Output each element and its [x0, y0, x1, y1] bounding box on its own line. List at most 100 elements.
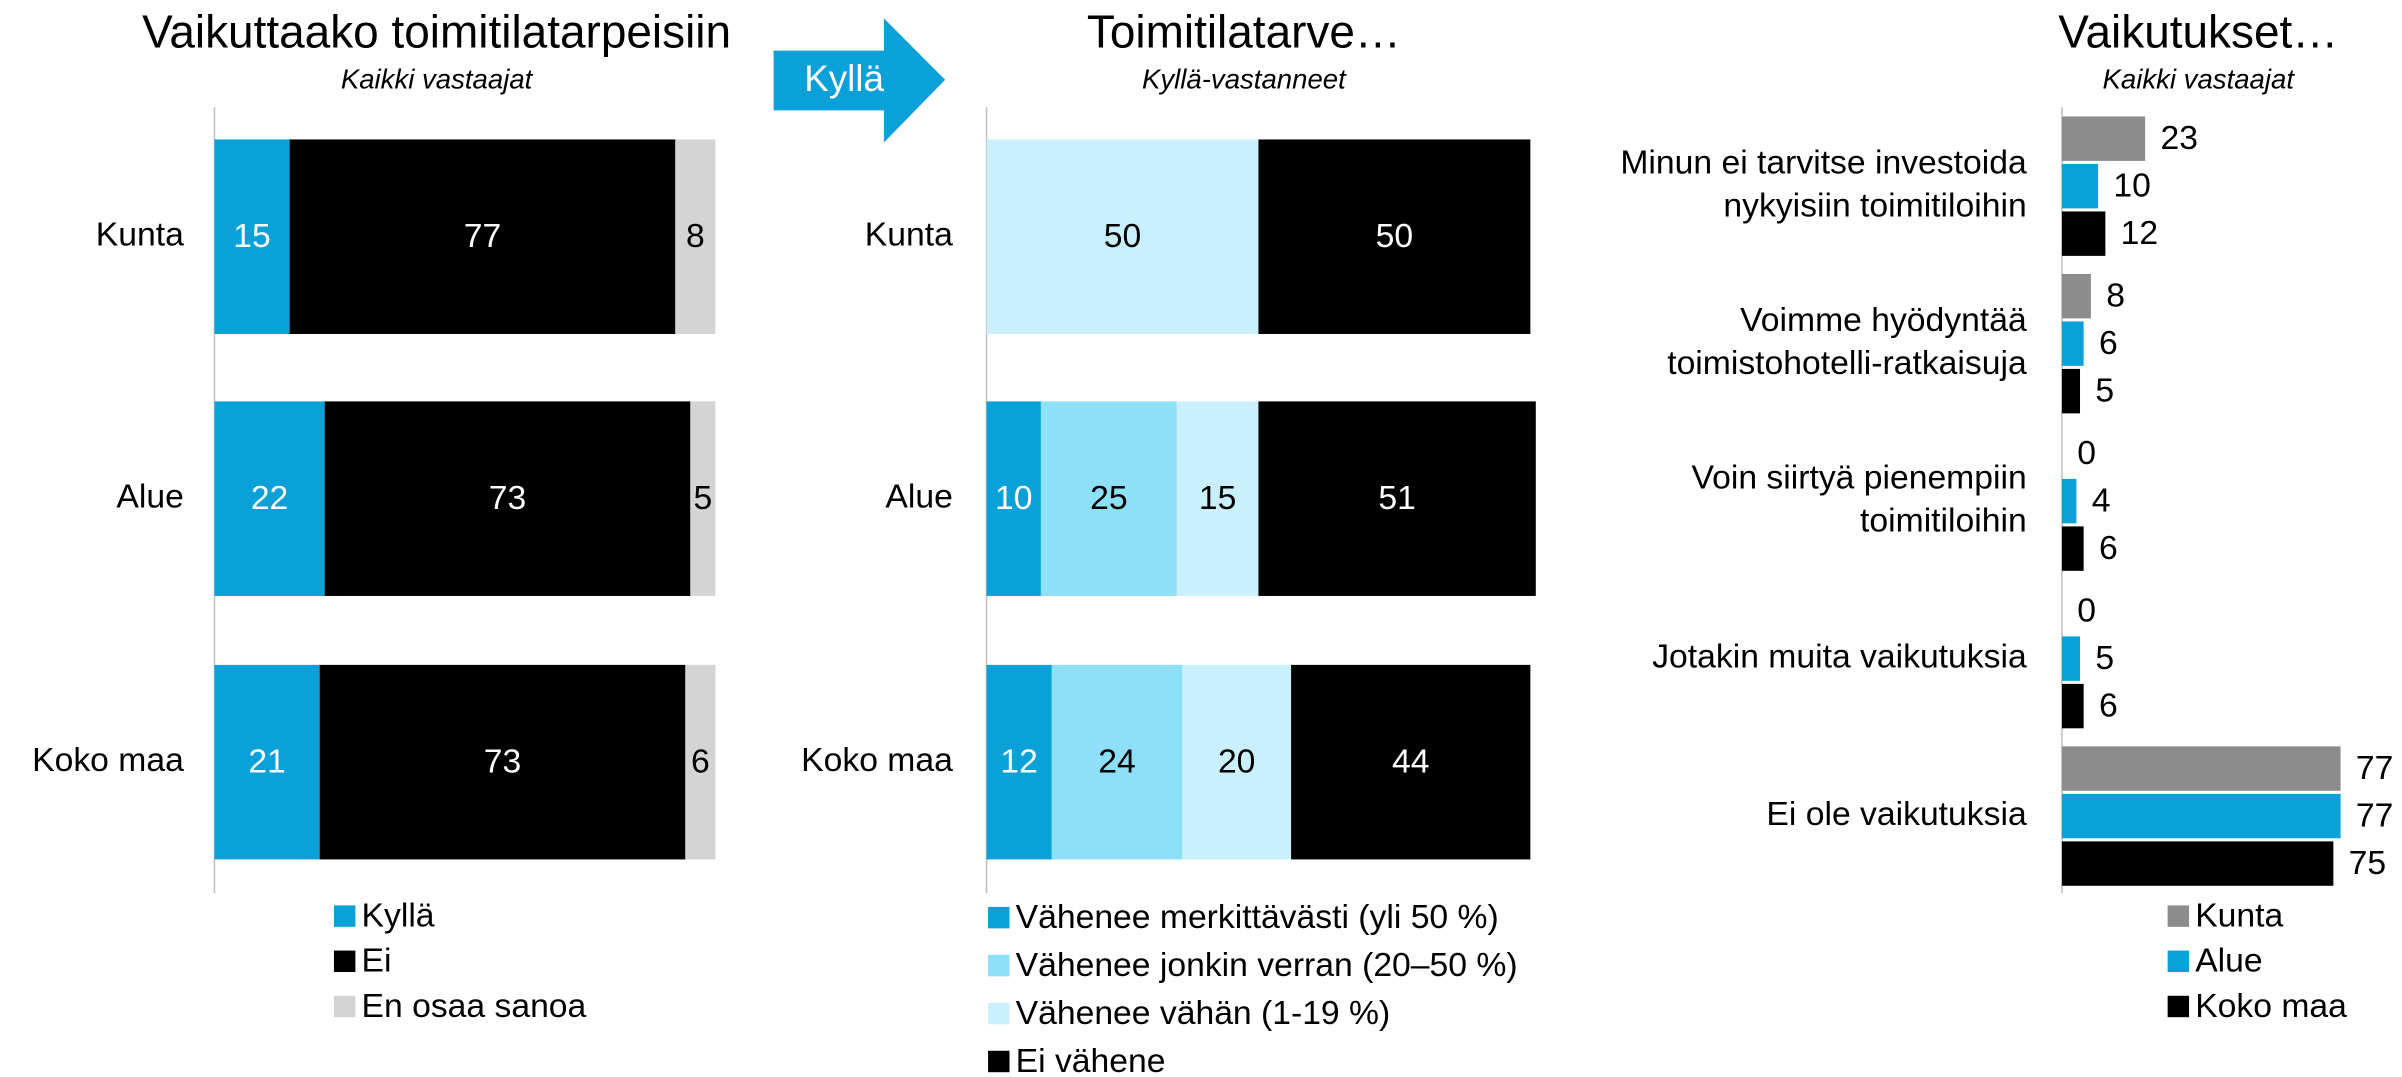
bar-segment: [986, 664, 1052, 860]
bar-segment: [324, 401, 691, 596]
bar-segment: [214, 139, 290, 334]
value-label: 6: [2099, 324, 2118, 362]
value-label: 0: [2077, 434, 2096, 472]
legend-label: Kunta: [2195, 897, 2283, 935]
bar-segment: [1176, 401, 1259, 596]
legend-label: Ei: [362, 942, 392, 980]
legend-swatch: [988, 906, 1010, 929]
category-label: Kunta: [865, 216, 953, 254]
bar: [2061, 526, 2084, 571]
legend-swatch: [333, 905, 356, 927]
bar: [2061, 163, 2099, 209]
chart-title: Vaikuttaako toimitilatarpeisiin: [142, 5, 731, 57]
bar-segment: [1291, 664, 1531, 860]
legend-label: Vähenee jonkin verran (20–50 %): [1016, 946, 1518, 984]
legend-swatch: [333, 995, 356, 1018]
value-label: 44: [1392, 743, 1429, 781]
category-label: Minun ei tarvitse investoida nykyisiin to…: [1620, 144, 2027, 225]
category-label: Voin siirtyä pienempiin toimitiloihin: [1692, 459, 2027, 540]
value-label: 77: [2356, 797, 2393, 835]
value-label: 73: [489, 479, 526, 517]
value-label: 50: [1104, 217, 1141, 255]
value-label: 75: [2349, 844, 2386, 882]
value-label: 6: [691, 743, 710, 781]
bar-segment: [1051, 664, 1183, 860]
legend-swatch: [2167, 905, 2190, 927]
category-label: Jotakin muita vaikutuksia: [1652, 638, 2027, 676]
bar-segment: [685, 664, 716, 860]
legend-swatch: [2167, 950, 2190, 973]
bar: [2061, 321, 2084, 366]
value-label: 77: [2356, 749, 2393, 787]
bar-segment: [319, 664, 686, 860]
arrow-label: Kyllä: [804, 58, 884, 99]
value-label: 6: [2099, 529, 2118, 567]
category-label: Ei ole vaikutuksia: [1766, 795, 2027, 833]
value-label: 10: [995, 479, 1032, 517]
legend-label: Vähenee merkittävästi (yli 50 %): [1016, 898, 1499, 936]
bar: [2061, 273, 2091, 319]
bar-segment: [214, 401, 325, 596]
value-label: 10: [2113, 167, 2150, 205]
arrow: [773, 18, 946, 143]
category-label: Alue: [885, 478, 952, 516]
bar-segment: [690, 401, 716, 596]
bar: [2061, 793, 2341, 839]
value-label: 20: [1218, 743, 1255, 781]
value-label: 21: [248, 743, 285, 781]
chart-subtitle: Kaikki vastaajat: [341, 64, 534, 95]
bar: [2061, 116, 2146, 161]
value-label: 5: [2095, 372, 2114, 410]
chart-subtitle: Kyllä-vastanneet: [1142, 64, 1347, 95]
legend-swatch: [2167, 995, 2190, 1018]
bar-segment: [1258, 139, 1531, 334]
bar-segment: [289, 139, 676, 334]
chart-title: Toimitilatarve…: [1087, 5, 1401, 57]
legend-label: Kyllä: [362, 897, 435, 935]
value-label: 25: [1090, 479, 1127, 517]
chart-subtitle: Kaikki vastaajat: [2103, 64, 2296, 95]
bar-segment: [986, 401, 1041, 596]
legend-label: Ei vähene: [1016, 1042, 1166, 1077]
value-label: 0: [2077, 592, 2096, 630]
legend-swatch: [988, 1050, 1010, 1073]
value-label: 8: [686, 217, 705, 255]
bar: [2061, 683, 2084, 729]
value-label: 77: [464, 217, 501, 255]
value-label: 51: [1378, 479, 1415, 517]
legend-label: En osaa sanoa: [362, 987, 587, 1025]
category-label: Koko maa: [32, 741, 184, 779]
value-label: 8: [2106, 277, 2125, 315]
bar: [2061, 478, 2077, 524]
bar-segment: [1258, 401, 1536, 596]
legend-swatch: [988, 1002, 1010, 1025]
bar-segment: [986, 139, 1259, 334]
legend-swatch: [333, 950, 356, 973]
chart-title: Vaikutukset…: [2058, 5, 2338, 57]
legend-label: Alue: [2195, 942, 2262, 980]
value-label: 15: [233, 217, 270, 255]
bar: [2061, 841, 2334, 886]
category-label: Alue: [116, 478, 183, 516]
bar: [2061, 636, 2081, 681]
legend-label: Vähenee vähän (1-19 %): [1016, 994, 1391, 1032]
bar: [2061, 211, 2106, 256]
bar-segment: [214, 664, 320, 860]
value-label: 5: [693, 479, 712, 517]
value-label: 24: [1098, 743, 1135, 781]
value-label: 4: [2092, 482, 2111, 520]
legend-label: Koko maa: [2195, 987, 2347, 1025]
value-label: 73: [484, 743, 521, 781]
bar: [2061, 746, 2341, 791]
value-label: 50: [1376, 217, 1413, 255]
value-label: 23: [2160, 119, 2197, 157]
bar-segment: [1182, 664, 1292, 860]
value-label: 12: [1000, 743, 1037, 781]
value-label: 6: [2099, 687, 2118, 725]
value-label: 5: [2095, 639, 2114, 677]
value-label: 22: [251, 479, 288, 517]
bar-segment: [675, 139, 716, 334]
legend-swatch: [988, 954, 1010, 977]
bar: [2061, 368, 2081, 414]
category-label: Voimme hyödyntää toimistohotelli-ratkaisu…: [1667, 301, 2027, 382]
